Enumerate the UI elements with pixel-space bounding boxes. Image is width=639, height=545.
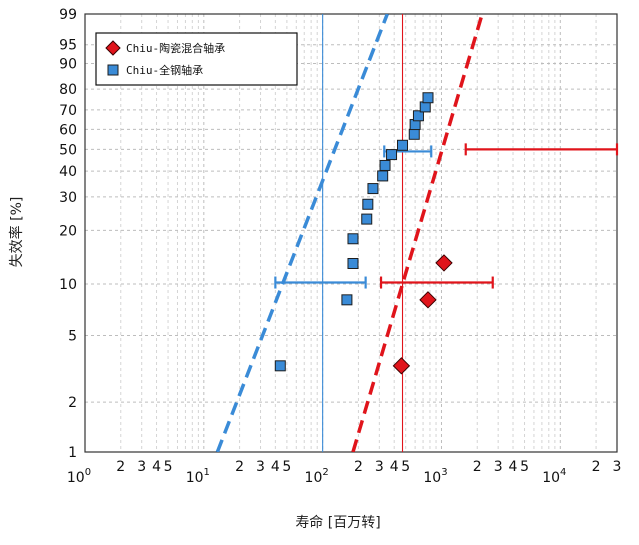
x-minor-tick-label: 5 [401, 459, 410, 475]
y-tick-label: 99 [59, 7, 77, 23]
x-tick-base: 10 [67, 470, 85, 486]
x-minor-tick-label: 5 [164, 459, 173, 475]
x-tick-base: 10 [186, 470, 204, 486]
y-tick-label: 2 [68, 395, 77, 411]
x-tick-exponent: 0 [85, 467, 91, 478]
fit-lines [215, 14, 484, 452]
legend-box [95, 32, 298, 86]
data-point-square [377, 170, 389, 182]
data-point-diamond [419, 291, 437, 309]
x-minor-tick-label: 3 [256, 459, 265, 475]
x-minor-tick-label: 4 [271, 459, 280, 475]
legend-label: Chiu-全钢轴承 [126, 63, 203, 77]
x-minor-tick-label: 2 [116, 459, 125, 475]
x-axis-label: 寿命 [百万转] [295, 514, 380, 531]
x-minor-tick-label: 2 [473, 459, 482, 475]
data-point-diamond [392, 357, 411, 375]
data-points [274, 92, 453, 375]
x-tick-exponent: 2 [322, 467, 328, 478]
y-tick-label: 1 [68, 445, 77, 461]
data-point-square [341, 294, 353, 306]
x-minor-tick-label: 4 [152, 459, 161, 475]
fit-line-square [215, 14, 389, 452]
legend-label: Chiu-陶瓷混合轴承 [126, 41, 225, 55]
y-tick-label: 70 [59, 103, 77, 119]
data-point-square [386, 149, 398, 161]
x-minor-tick-label: 4 [509, 459, 518, 475]
data-point-square [361, 213, 373, 225]
data-point-square [274, 360, 286, 372]
x-minor-tick-label: 2 [235, 459, 244, 475]
legend-marker-square [107, 64, 119, 76]
y-tick-labels: 1 2 5 10 20 30 40 50 60 70 80 90 95 99 [59, 7, 77, 461]
y-tick-label: 30 [59, 190, 77, 206]
x-tick-exponent: 1 [204, 467, 210, 478]
reference-lines [322, 14, 404, 452]
legend-marker-diamond [105, 40, 121, 56]
x-minor-tick-label: 2 [354, 459, 363, 475]
x-tick-base: 10 [542, 470, 560, 486]
x-minor-tick-label: 2 [592, 459, 601, 475]
x-major-tick-label: 100 [67, 467, 91, 486]
data-point-square [419, 101, 431, 113]
x-tick-base: 10 [305, 470, 323, 486]
data-point-square [379, 159, 391, 171]
x-tick-exponent: 3 [441, 467, 447, 478]
x-minor-tick-label: 3 [137, 459, 146, 475]
data-point-diamond [435, 254, 453, 272]
data-point-square [347, 258, 359, 270]
y-tick-label: 50 [59, 142, 77, 158]
data-point-square [362, 198, 374, 210]
y-tick-label: 60 [59, 122, 77, 138]
plot-frame [84, 13, 618, 453]
data-point-square [412, 110, 424, 122]
data-point-square [422, 92, 434, 104]
data-point-square [367, 183, 379, 195]
y-tick-label: 80 [59, 82, 77, 98]
y-tick-label: 90 [59, 57, 77, 73]
x-minor-tick-label: 3 [494, 459, 503, 475]
data-point-square [408, 128, 420, 140]
y-tick-label: 20 [59, 223, 77, 239]
x-major-tick-label: 102 [305, 467, 329, 486]
x-minor-tick-label: 3 [613, 459, 622, 475]
x-major-tick-label: 101 [186, 467, 210, 486]
y-tick-label: 40 [59, 164, 77, 180]
y-axis-label: 失效率 [%] [8, 197, 25, 268]
y-tick-label: 10 [59, 277, 77, 293]
x-minor-tick-label: 5 [282, 459, 291, 475]
x-tick-exponent: 4 [560, 467, 566, 478]
x-minor-tick-label: 3 [375, 459, 384, 475]
y-tick-label: 5 [68, 328, 77, 344]
x-tick-base: 10 [423, 470, 441, 486]
fit-line-diamond [351, 14, 484, 452]
legend: Chiu-陶瓷混合轴承 Chiu-全钢轴承 [95, 32, 298, 86]
y-tick-label: 95 [59, 38, 77, 54]
x-major-tick-label: 104 [542, 467, 566, 486]
data-point-square [347, 233, 359, 245]
x-minor-tick-label: 4 [390, 459, 399, 475]
data-point-square [397, 139, 409, 151]
x-minor-tick-label: 5 [520, 459, 529, 475]
x-major-tick-label: 103 [423, 467, 447, 486]
